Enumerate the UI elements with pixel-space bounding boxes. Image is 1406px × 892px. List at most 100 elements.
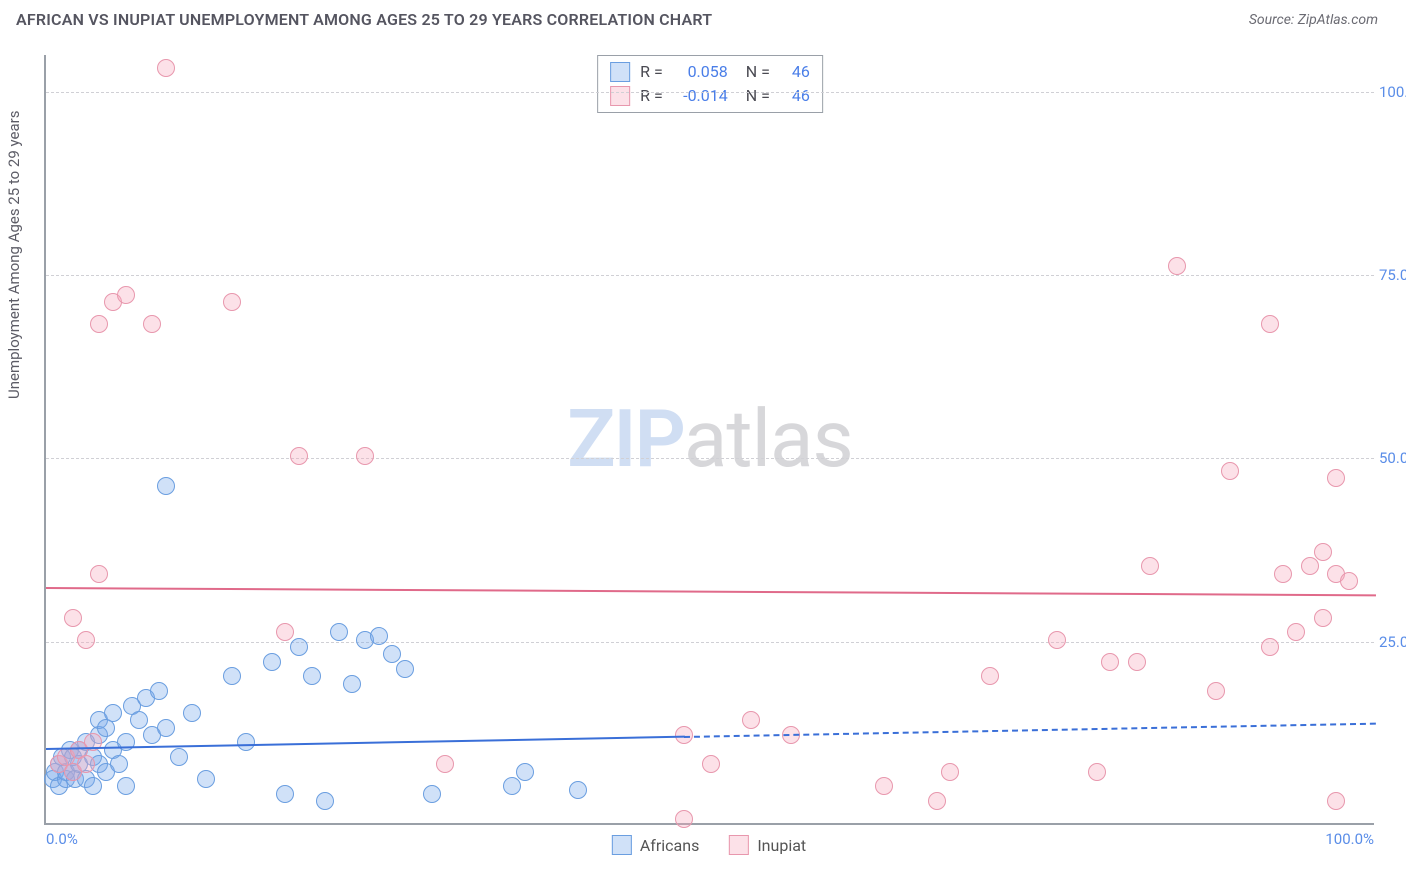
- y-axis-title: Unemployment Among Ages 25 to 29 years: [5, 111, 23, 399]
- scatter-point: [157, 477, 175, 495]
- gridline: [46, 458, 1374, 459]
- scatter-point: [143, 315, 161, 333]
- scatter-point: [77, 631, 95, 649]
- scatter-point: [1327, 469, 1345, 487]
- legend-swatch: [610, 62, 630, 82]
- scatter-point: [77, 755, 95, 773]
- x-tick-label: 0.0%: [46, 830, 78, 848]
- scatter-point: [1088, 763, 1106, 781]
- chart-title: AFRICAN VS INUPIAT UNEMPLOYMENT AMONG AG…: [16, 10, 712, 29]
- legend-label: Inupiat: [757, 836, 806, 855]
- scatter-point: [1261, 638, 1279, 656]
- legend-label: Africans: [640, 836, 699, 855]
- scatter-point: [316, 792, 334, 810]
- watermark-zip: ZIP: [567, 392, 684, 486]
- scatter-point: [396, 660, 414, 678]
- gridline: [46, 642, 1374, 643]
- stat-r-label: R =: [640, 84, 663, 108]
- scatter-point: [370, 627, 388, 645]
- scatter-point: [1207, 682, 1225, 700]
- scatter-point: [569, 781, 587, 799]
- stat-n-label: N =: [738, 84, 770, 108]
- scatter-point: [157, 719, 175, 737]
- scatter-point: [423, 785, 441, 803]
- scatter-point: [64, 609, 82, 627]
- scatter-point: [90, 315, 108, 333]
- watermark-atlas: atlas: [684, 392, 853, 486]
- scatter-point: [117, 777, 135, 795]
- scatter-point: [90, 565, 108, 583]
- scatter-point: [1221, 462, 1239, 480]
- scatter-point: [1314, 543, 1332, 561]
- legend-item: Inupiat: [729, 835, 806, 855]
- legend-item: Africans: [612, 835, 699, 855]
- chart-container: Unemployment Among Ages 25 to 29 years Z…: [44, 55, 1374, 825]
- trend-line: [46, 736, 684, 750]
- scatter-point: [875, 777, 893, 795]
- stats-row: R = -0.014 N = 46: [610, 84, 810, 108]
- scatter-point: [356, 447, 374, 465]
- scatter-point: [675, 810, 693, 828]
- scatter-point: [1301, 557, 1319, 575]
- stat-r-value: 0.058: [673, 60, 728, 84]
- scatter-point: [183, 704, 201, 722]
- scatter-point: [223, 667, 241, 685]
- scatter-point: [383, 645, 401, 663]
- y-tick-label: 25.0%: [1379, 633, 1406, 651]
- scatter-point: [157, 59, 175, 77]
- scatter-point: [516, 763, 534, 781]
- stats-row: R =0.058 N =46: [610, 60, 810, 84]
- scatter-point: [702, 755, 720, 773]
- scatter-point: [436, 755, 454, 773]
- scatter-point: [237, 733, 255, 751]
- scatter-point: [197, 770, 215, 788]
- gridline: [46, 92, 1374, 93]
- plot-area: ZIPatlas R =0.058 N =46R =-0.014 N =46 2…: [44, 55, 1374, 825]
- gridline: [46, 275, 1374, 276]
- scatter-point: [290, 447, 308, 465]
- x-tick-label: 100.0%: [1325, 830, 1374, 848]
- scatter-point: [1287, 623, 1305, 641]
- title-bar: AFRICAN VS INUPIAT UNEMPLOYMENT AMONG AG…: [0, 0, 1406, 39]
- scatter-point: [1048, 631, 1066, 649]
- scatter-point: [981, 667, 999, 685]
- scatter-point: [330, 623, 348, 641]
- scatter-point: [1327, 792, 1345, 810]
- trend-line: [46, 587, 1376, 596]
- scatter-point: [130, 711, 148, 729]
- scatter-point: [104, 704, 122, 722]
- scatter-point: [1314, 609, 1332, 627]
- scatter-point: [343, 675, 361, 693]
- scatter-point: [276, 785, 294, 803]
- scatter-point: [84, 777, 102, 795]
- scatter-point: [1141, 557, 1159, 575]
- scatter-point: [117, 733, 135, 751]
- y-tick-label: 50.0%: [1379, 449, 1406, 467]
- scatter-point: [276, 623, 294, 641]
- scatter-point: [263, 653, 281, 671]
- stat-n-label: N =: [738, 60, 770, 84]
- scatter-point: [928, 792, 946, 810]
- legend-swatch: [729, 835, 749, 855]
- scatter-point: [1101, 653, 1119, 671]
- scatter-point: [503, 777, 521, 795]
- scatter-point: [110, 755, 128, 773]
- scatter-point: [1261, 315, 1279, 333]
- y-tick-label: 75.0%: [1379, 266, 1406, 284]
- scatter-point: [290, 638, 308, 656]
- stat-n-value: 46: [780, 84, 810, 108]
- legend-swatch: [610, 86, 630, 106]
- legend-swatch: [612, 835, 632, 855]
- scatter-point: [941, 763, 959, 781]
- stat-r-value: -0.014: [673, 84, 728, 108]
- scatter-point: [117, 286, 135, 304]
- scatter-point: [150, 682, 168, 700]
- scatter-point: [1340, 572, 1358, 590]
- scatter-point: [1128, 653, 1146, 671]
- stat-r-label: R =: [640, 60, 663, 84]
- source-label: Source: ZipAtlas.com: [1249, 12, 1378, 28]
- scatter-point: [742, 711, 760, 729]
- stats-legend: R = 0.058 N = 46R = -0.014 N = 46: [597, 55, 823, 113]
- scatter-point: [223, 293, 241, 311]
- scatter-point: [1274, 565, 1292, 583]
